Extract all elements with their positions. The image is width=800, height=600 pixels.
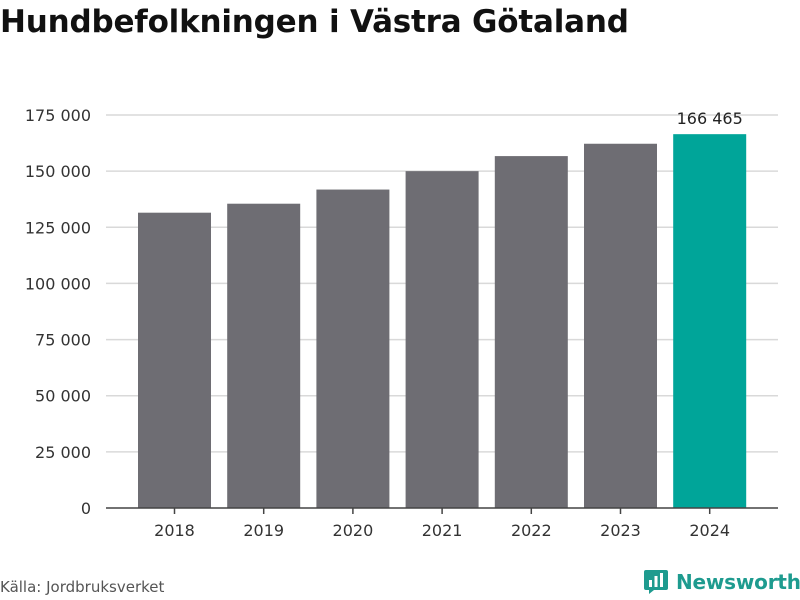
source-note: Källa: Jordbruksverket <box>0 578 165 596</box>
x-tick-label: 2019 <box>243 521 284 540</box>
data-labels: 166 465 <box>677 109 743 128</box>
bar-2021 <box>405 171 479 508</box>
x-tick-label: 2021 <box>422 521 463 540</box>
brand-logo: Newsworthy <box>644 569 800 595</box>
chart-title: Hundbefolkningen i Västra Götaland <box>0 4 629 40</box>
x-axis-ticks: 2018 2019 2020 2021 2022 2023 2024 <box>154 508 730 540</box>
x-tick-label: 2022 <box>511 521 552 540</box>
y-tick-label: 0 <box>81 499 91 518</box>
y-tick-label: 50 000 <box>35 387 91 406</box>
bar-2020 <box>316 189 390 508</box>
brand-name: Newsworthy <box>676 570 800 594</box>
bar-2019 <box>227 203 301 508</box>
bar-2022 <box>494 156 568 509</box>
x-tick-label: 2020 <box>333 521 374 540</box>
x-tick-label: 2023 <box>600 521 641 540</box>
x-tick-label: 2024 <box>689 521 730 540</box>
bar-2018 <box>138 212 211 508</box>
y-tick-label: 75 000 <box>35 331 91 350</box>
newsworthy-logo-icon <box>644 570 668 594</box>
y-tick-label: 100 000 <box>25 274 91 293</box>
y-tick-label: 125 000 <box>25 218 91 237</box>
y-axis-ticks: 0 25 000 50 000 75 000 100 000 125 000 150 000… <box>25 106 91 518</box>
y-tick-label: 25 000 <box>35 443 91 462</box>
x-tick-label: 2018 <box>154 521 195 540</box>
y-tick-label: 175 000 <box>25 106 91 125</box>
bar-2023 <box>584 143 657 508</box>
bar-2024 <box>673 134 747 508</box>
data-label: 166 465 <box>677 109 743 128</box>
bars <box>138 134 747 509</box>
y-tick-label: 150 000 <box>25 162 91 181</box>
